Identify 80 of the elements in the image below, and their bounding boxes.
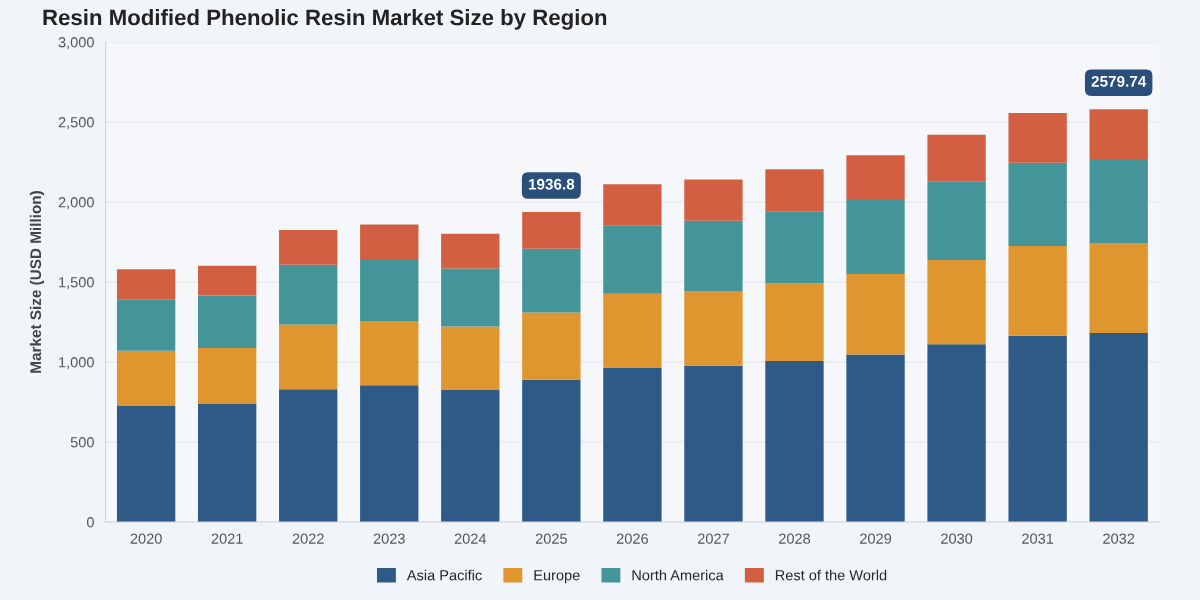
bar xyxy=(522,312,581,380)
bar xyxy=(603,184,662,226)
bar xyxy=(197,295,257,348)
bar xyxy=(765,169,824,212)
bar xyxy=(684,179,743,221)
x-tick-label: 2023 xyxy=(373,533,405,544)
legend-label: Rest of the World xyxy=(775,569,887,581)
bar xyxy=(684,365,743,522)
bar xyxy=(1089,158,1148,244)
y-tick-label: 1,000 xyxy=(59,357,94,370)
bar xyxy=(360,224,419,261)
bar xyxy=(279,389,338,522)
bar xyxy=(116,299,176,351)
bar xyxy=(603,225,662,294)
x-tick-label: 2024 xyxy=(454,533,487,544)
bar xyxy=(1008,162,1067,246)
bar xyxy=(765,283,824,362)
bar xyxy=(197,347,257,405)
bar xyxy=(927,344,986,522)
bar xyxy=(441,233,500,269)
bar xyxy=(360,260,419,321)
bar xyxy=(522,212,581,249)
y-tick-label: 2,500 xyxy=(58,117,94,130)
bar xyxy=(1008,246,1067,336)
y-tick-label: 2,000 xyxy=(58,197,94,210)
x-tick-label: 2028 xyxy=(779,533,811,544)
bar xyxy=(846,354,905,522)
bar xyxy=(1008,113,1067,163)
bar xyxy=(360,320,419,386)
bar xyxy=(927,134,986,182)
x-tick-label: 2029 xyxy=(860,533,892,544)
bar xyxy=(360,385,419,522)
bar xyxy=(279,264,338,325)
bar xyxy=(279,230,338,265)
y-tick-label: 1,500 xyxy=(59,277,94,290)
bar xyxy=(765,361,824,522)
x-tick-label: 2031 xyxy=(1022,533,1054,544)
bar xyxy=(765,211,824,284)
bar xyxy=(927,260,986,345)
bar xyxy=(441,390,500,522)
legend-label: North America xyxy=(632,569,724,581)
bar xyxy=(441,268,500,327)
bar xyxy=(116,350,176,406)
bar xyxy=(603,293,662,368)
bar xyxy=(846,274,905,355)
legend-label: Europe xyxy=(534,570,580,584)
bar xyxy=(927,181,986,261)
bar xyxy=(197,404,257,522)
x-tick-label: 2032 xyxy=(1103,533,1135,544)
bar xyxy=(846,200,905,274)
x-tick-label: 2022 xyxy=(292,533,324,544)
x-tick-label: 2026 xyxy=(616,533,648,544)
x-tick-label: 2025 xyxy=(535,533,567,544)
x-tick-label: 2030 xyxy=(941,533,973,544)
bar xyxy=(116,269,176,300)
y-tick-label: 3,000 xyxy=(58,37,94,50)
x-tick-label: 2021 xyxy=(211,533,243,544)
bar xyxy=(846,155,905,201)
bar xyxy=(1089,243,1148,334)
bar xyxy=(279,324,338,390)
bar xyxy=(603,367,662,522)
bar xyxy=(1089,333,1148,522)
bar xyxy=(197,265,257,296)
chart-title: Resin Modified Phenolic Resin Market Size by Region xyxy=(43,9,607,30)
bar xyxy=(522,248,581,313)
bar xyxy=(684,220,743,291)
bar xyxy=(116,406,176,522)
legend-label: Asia Pacific xyxy=(406,569,482,581)
x-tick-label: 2020 xyxy=(130,533,162,544)
x-tick-label: 2027 xyxy=(697,533,729,544)
bar xyxy=(522,379,581,522)
annotation: 1936.8 xyxy=(528,178,575,190)
annotation: 2579.74 xyxy=(1091,75,1147,87)
y-tick-label: 500 xyxy=(70,437,94,448)
y-axis-title: Market Size (USD Million) xyxy=(29,191,45,373)
bar xyxy=(1008,335,1067,522)
bar xyxy=(441,326,500,390)
y-tick-label: 0 xyxy=(86,517,94,528)
bar xyxy=(684,290,743,366)
bar xyxy=(1089,109,1148,159)
